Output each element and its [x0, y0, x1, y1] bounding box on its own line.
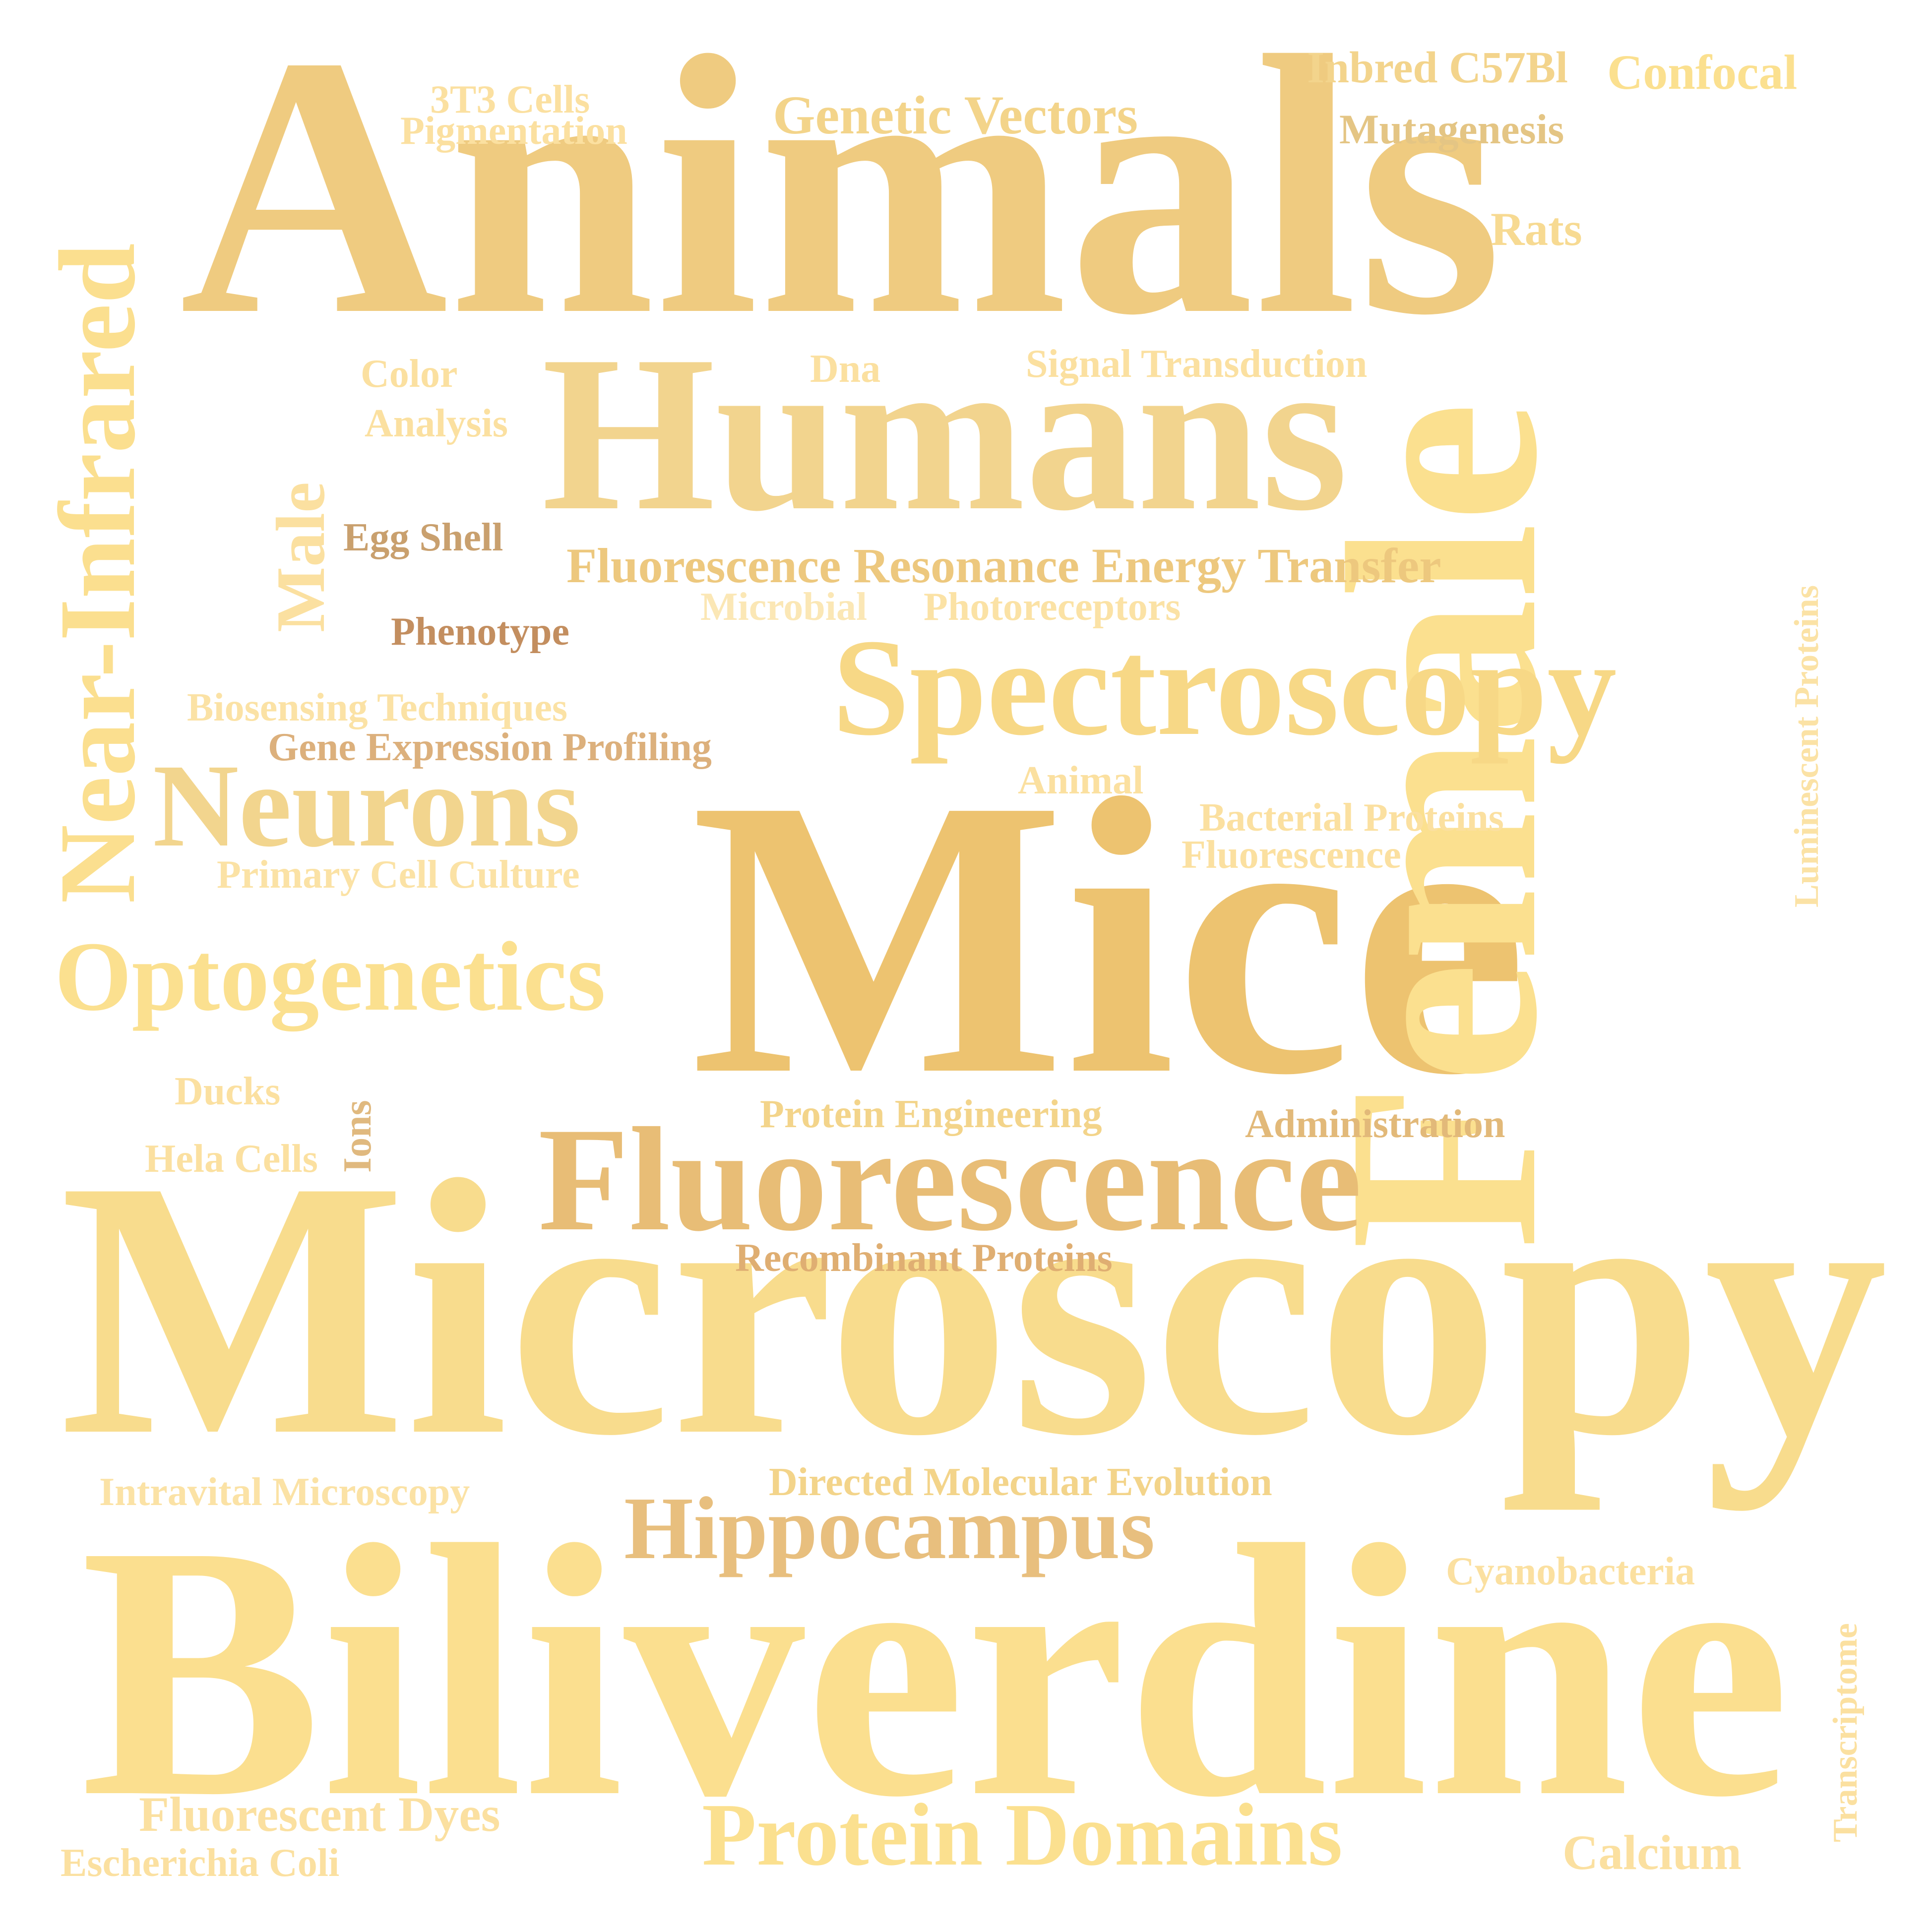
word-photoreceptors: Photoreceptors [924, 585, 1181, 629]
word-gene-expression-profiling: Gene Expression Profiling [268, 725, 712, 769]
word-spectroscopy: Spectroscopy [832, 609, 1617, 764]
word-rats: Rats [1491, 203, 1582, 256]
word-fret: Fluorescence Resonance Energy Transfer [566, 538, 1441, 593]
word-directed-molecular-evolution: Directed Molecular Evolution [769, 1460, 1272, 1504]
word-color: Color [361, 352, 458, 396]
word-dna: Dna [810, 347, 881, 391]
word-analysis: Analysis [365, 401, 508, 445]
word-genetic-vectors: Genetic Vectors [773, 84, 1138, 145]
word-ions: Ions [335, 1100, 379, 1173]
word-administration: Administration [1245, 1102, 1505, 1146]
word-hela-cells: Hela Cells [145, 1137, 318, 1181]
word-signal-transduction: Signal Transduction [1026, 342, 1368, 386]
word-microscopy: Microscopy [60, 1105, 1888, 1511]
word-mutagenesis: Mutagenesis [1339, 106, 1564, 153]
word-transcriptome: Transcriptome [1826, 1623, 1865, 1842]
word-phenotype: Phenotype [391, 609, 569, 654]
word-fluorescence-small: Fluorescence [1182, 833, 1401, 877]
word-fluorescent-dyes: Fluorescent Dyes [139, 1786, 500, 1842]
word-bacterial-proteins: Bacterial Proteins [1199, 795, 1504, 840]
word-intravital-microscopy: Intravital Microscopy [99, 1470, 470, 1514]
word-recombinant-proteins: Recombinant Proteins [735, 1236, 1113, 1280]
word-hippocampus: Hippocampus [624, 1478, 1155, 1577]
word-cyanobacteria: Cyanobacteria [1446, 1549, 1695, 1593]
word-confocal: Confocal [1607, 44, 1798, 100]
word-humans: Humans [542, 310, 1348, 557]
word-biliverdine: Biliverdine [80, 1470, 1791, 1872]
word-calcium: Calcium [1562, 1824, 1742, 1880]
word-3t3-cells: 3T3 Cells [430, 77, 590, 121]
word-fluorescence-large: Fluorescence [538, 1096, 1362, 1262]
word-pigmentation: Pigmentation [400, 109, 627, 153]
word-near-infrared: Near-Infrared [36, 243, 158, 904]
word-luminescent-proteins: Luminescent Proteins [1787, 585, 1826, 907]
word-neurons: Neurons [153, 739, 581, 872]
word-animals: Animals [180, 0, 1503, 392]
word-microbial: Microbial [700, 585, 868, 629]
word-protein-domains: Protein Domains [702, 1785, 1343, 1884]
word-optogenetics: Optogenetics [55, 921, 606, 1031]
word-ducks: Ducks [175, 1069, 281, 1113]
word-inbred-c57bl: Inbred C57Bl [1307, 43, 1568, 92]
word-escherichia-coli: Escherichia Coli [61, 1841, 340, 1885]
word-biosensing-techniques: Biosensing Techniques [187, 685, 567, 729]
word-mice: Mice [690, 718, 1528, 1157]
word-male: Male [262, 482, 340, 632]
word-protein-engineering: Protein Engineering [760, 1092, 1102, 1136]
word-animal: Animal [1018, 758, 1144, 802]
word-primary-cell-culture: Primary Cell Culture [217, 852, 580, 897]
word-egg-shell: Egg Shell [343, 515, 503, 559]
